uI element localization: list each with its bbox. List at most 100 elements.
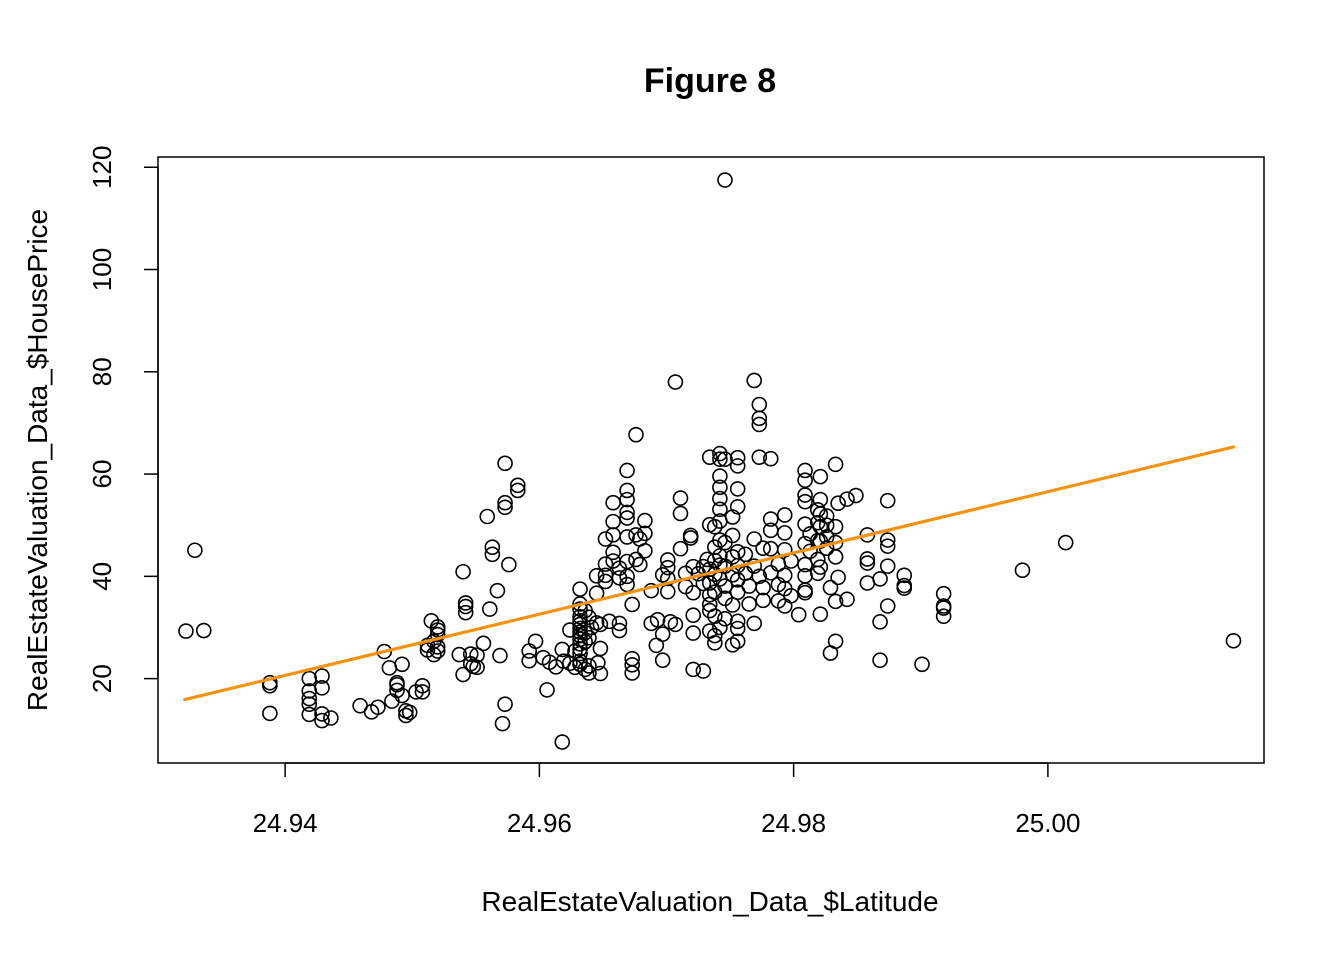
data-point (797, 584, 813, 601)
data-point (830, 569, 846, 586)
data-point (729, 620, 746, 637)
data-point (712, 501, 728, 518)
data-point (729, 449, 746, 466)
x-tick-label: 24.96 (507, 808, 572, 838)
data-point (592, 616, 609, 633)
y-tick-label: 120 (87, 146, 117, 189)
data-point (323, 710, 339, 726)
data-point (301, 690, 318, 707)
data-point (822, 579, 839, 596)
data-point (717, 451, 733, 468)
data-point (394, 687, 410, 704)
data-point (314, 680, 330, 696)
data-point (632, 556, 648, 573)
data-point (497, 494, 513, 511)
data-point (314, 712, 330, 729)
points-layer (178, 172, 1242, 750)
data-point (637, 542, 653, 559)
data-point (509, 482, 526, 499)
data-point (695, 663, 712, 679)
data-point (619, 568, 635, 585)
data-point (619, 510, 635, 526)
data-point (751, 449, 768, 465)
data-point (619, 504, 635, 521)
data-point (539, 682, 555, 698)
y-tick-label: 80 (87, 357, 117, 386)
data-point (872, 652, 888, 669)
data-point (797, 516, 813, 532)
data-point (389, 682, 405, 699)
data-point (659, 583, 676, 600)
data-point (839, 591, 855, 608)
data-point (597, 531, 614, 547)
data-point (497, 499, 513, 516)
data-point (848, 487, 864, 504)
data-point (827, 633, 844, 650)
data-point (755, 579, 771, 596)
data-point (682, 530, 699, 546)
data-point (872, 571, 888, 587)
data-point (479, 508, 496, 525)
data-point (701, 602, 718, 619)
data-point (701, 449, 718, 465)
data-point (462, 646, 479, 662)
data-point (455, 666, 471, 683)
data-point (1057, 534, 1074, 551)
data-point (751, 396, 768, 413)
data-point (624, 596, 640, 613)
data-point (672, 505, 689, 522)
data-point (370, 699, 386, 716)
x-axis: 24.94 24.96 24.98 25.00 (253, 762, 1080, 838)
data-point (637, 525, 653, 542)
data-point (398, 707, 414, 724)
data-point (707, 635, 723, 651)
data-point (712, 468, 728, 484)
data-point (776, 525, 793, 541)
data-point (707, 518, 723, 535)
y-axis-label: RealEstateValuation_Data_$HousePrice (22, 209, 53, 711)
data-point (717, 172, 733, 188)
data-point (376, 643, 393, 660)
data-point (637, 512, 653, 529)
data-point (581, 658, 597, 674)
data-point (619, 482, 635, 499)
data-point (1225, 632, 1242, 649)
data-point (314, 668, 330, 684)
data-point (457, 598, 474, 615)
data-point (830, 495, 846, 512)
data-point (469, 647, 485, 663)
data-point (489, 582, 506, 599)
data-point (712, 619, 728, 636)
data-point (717, 578, 733, 594)
data-point (812, 491, 829, 508)
data-point (492, 647, 508, 664)
data-point (724, 527, 741, 544)
data-point (755, 592, 771, 609)
data-point (481, 601, 498, 617)
data-point (619, 491, 635, 508)
data-point (896, 567, 913, 584)
data-point (672, 490, 689, 506)
data-point (628, 527, 644, 543)
data-point (597, 573, 614, 590)
data-point (394, 656, 410, 673)
data-point (859, 575, 876, 591)
data-point (572, 656, 588, 673)
data-point (494, 715, 511, 732)
data-point (812, 606, 829, 622)
data-point (672, 540, 689, 557)
data-point (577, 633, 593, 650)
data-point (712, 479, 728, 496)
data-point (818, 517, 835, 534)
x-tick-label: 24.94 (253, 808, 318, 838)
data-point (497, 696, 513, 712)
data-point (741, 596, 757, 612)
data-point (429, 643, 446, 659)
data-point (314, 706, 330, 722)
data-point (429, 626, 446, 643)
y-axis: 20 40 60 80 100 120 (87, 146, 159, 693)
data-point (455, 563, 471, 580)
data-point (187, 542, 203, 559)
data-point (762, 511, 779, 527)
data-point (667, 374, 684, 390)
